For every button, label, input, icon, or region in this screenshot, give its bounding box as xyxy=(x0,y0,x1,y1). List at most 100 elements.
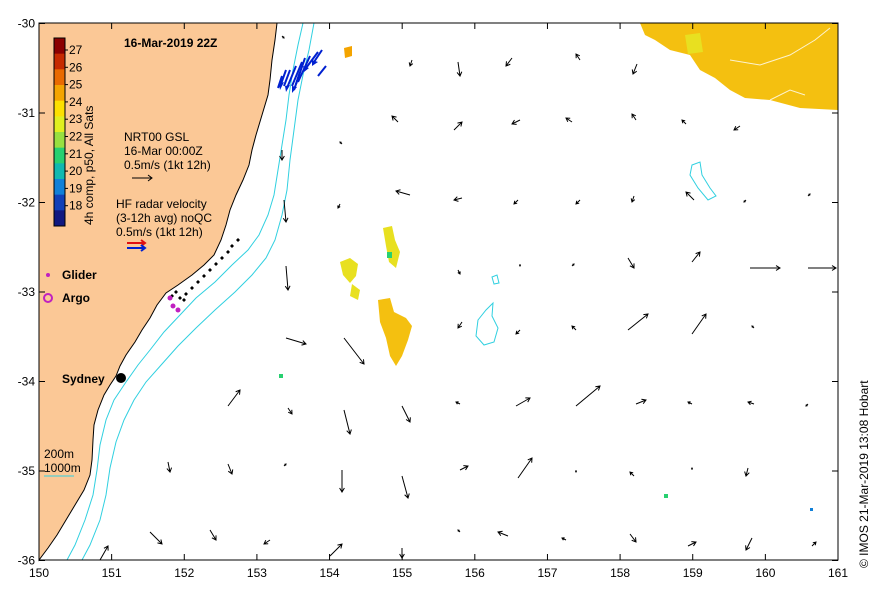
current-arrow xyxy=(571,263,575,267)
current-arrow xyxy=(750,265,781,271)
lon-tick-label: 152 xyxy=(174,566,194,580)
hf-radar-heads xyxy=(279,60,318,93)
isobath-seamount-2 xyxy=(689,161,717,201)
lat-tick-label: -33 xyxy=(18,285,36,299)
colorbar-segment xyxy=(54,69,65,86)
lon-tick-label: 151 xyxy=(102,566,122,580)
lon-tick-label: 155 xyxy=(392,566,412,580)
colorbar-tick-label: 22 xyxy=(69,130,83,144)
legend-gsl-date: 16-Mar 00:00Z xyxy=(124,144,203,158)
colorbar-segment xyxy=(54,132,65,149)
lon-tick-label: 156 xyxy=(465,566,485,580)
legend-gsl-title: NRT00 GSL xyxy=(124,130,189,144)
isobath-1000m xyxy=(81,22,315,561)
current-arrow xyxy=(459,465,469,471)
colorbar-tick-label: 20 xyxy=(69,164,83,178)
colorbar-tick-label: 18 xyxy=(69,199,83,213)
glider-point xyxy=(208,268,212,272)
lat-tick-label: -32 xyxy=(18,196,36,210)
current-arrow xyxy=(518,264,522,267)
current-arrow xyxy=(227,463,234,475)
colorbar-segment xyxy=(54,163,65,180)
current-arrow xyxy=(631,63,638,75)
current-arrow xyxy=(807,193,811,197)
lon-tick-label: 161 xyxy=(828,566,848,580)
lon-tick-label: 150 xyxy=(29,566,49,580)
lat-tick-label: -31 xyxy=(18,106,36,120)
glider-point xyxy=(230,244,234,248)
hf-radar-vectors xyxy=(277,49,327,91)
current-arrow xyxy=(505,57,513,67)
current-arrow xyxy=(575,385,601,407)
current-arrow xyxy=(575,199,581,205)
legend-hf-title: HF radar velocity xyxy=(116,197,207,211)
current-arrow xyxy=(565,117,573,123)
lon-tick-label: 158 xyxy=(610,566,630,580)
current-arrow xyxy=(283,463,287,467)
current-arrow xyxy=(745,537,753,551)
current-arrow xyxy=(687,401,693,405)
current-arrow xyxy=(690,467,694,470)
legend-gsl-scale: 0.5m/s (1kt 12h) xyxy=(124,158,211,172)
colorbar-segment xyxy=(54,179,65,196)
legend-isobath-1000: 1000m xyxy=(44,461,81,475)
colorbar-segment xyxy=(54,53,65,70)
current-arrow xyxy=(279,150,285,161)
colorbar-segment xyxy=(54,85,65,102)
isobath-seamount-1 xyxy=(475,301,499,346)
current-arrow xyxy=(691,313,707,335)
current-arrow xyxy=(453,196,463,202)
colorbar-segment xyxy=(54,116,65,133)
map-title: 16-Mar-2019 22Z xyxy=(124,36,217,50)
current-arrow xyxy=(574,470,578,473)
glider-point xyxy=(182,298,186,302)
isobath-200m xyxy=(66,22,304,561)
lat-tick-label: -34 xyxy=(18,375,36,389)
current-arrow xyxy=(687,541,697,547)
current-arrow xyxy=(627,313,649,331)
axis-ticks xyxy=(38,23,839,561)
current-arrow xyxy=(391,115,399,123)
current-arrow xyxy=(515,397,531,407)
current-arrow xyxy=(285,337,307,346)
colorbar-tick-label: 23 xyxy=(69,112,83,126)
legend-isobath-200: 200m xyxy=(44,447,74,461)
legend-hf-arrow-blue xyxy=(127,244,147,252)
current-arrow xyxy=(209,529,217,541)
current-arrow xyxy=(517,457,533,479)
current-arrow xyxy=(515,329,521,335)
current-arrow xyxy=(571,325,577,331)
current-arrow xyxy=(329,543,343,557)
lat-tick-label: -35 xyxy=(18,464,36,478)
current-arrow xyxy=(339,141,343,145)
current-arrow xyxy=(513,199,519,205)
colorbar-tick-label: 25 xyxy=(69,78,83,92)
current-arrow xyxy=(630,195,636,203)
current-arrow xyxy=(281,35,285,39)
current-arrow xyxy=(149,531,163,545)
colorbar-tick-label: 24 xyxy=(69,95,83,109)
current-arrow xyxy=(337,203,341,209)
current-arrow xyxy=(343,409,352,435)
legend-gsl-arrow xyxy=(132,174,153,182)
current-arrow xyxy=(743,199,747,203)
sydney-marker xyxy=(116,373,126,383)
colorbar-tick-label: 21 xyxy=(69,147,83,161)
lon-tick-label: 153 xyxy=(247,566,267,580)
sst-pixel xyxy=(810,508,813,511)
glider-point xyxy=(226,250,230,254)
current-arrow xyxy=(744,467,750,477)
current-arrow xyxy=(284,265,291,291)
current-arrow xyxy=(401,475,410,499)
colorbar-segment xyxy=(54,100,65,117)
sst-patch-central xyxy=(340,46,412,366)
current-arrow xyxy=(453,121,463,131)
sst-pixel xyxy=(279,374,283,378)
current-arrow xyxy=(751,325,755,329)
land-area xyxy=(38,22,278,562)
current-arrow xyxy=(808,265,837,271)
lon-tick-label: 159 xyxy=(683,566,703,580)
lon-tick-label: 157 xyxy=(537,566,557,580)
current-arrow xyxy=(287,407,293,415)
colorbar-ticks: 27 26 25 24 23 22 21 20 19 18 xyxy=(65,43,83,213)
